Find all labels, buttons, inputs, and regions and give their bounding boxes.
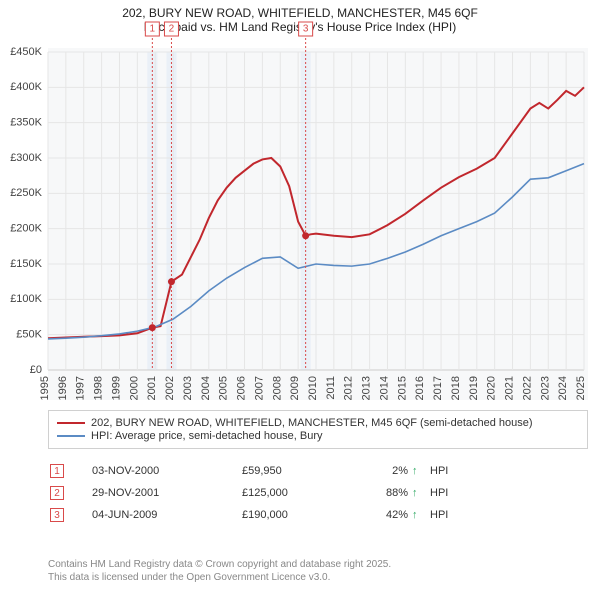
- sale-price: £125,000: [242, 487, 352, 499]
- svg-text:2014: 2014: [378, 376, 390, 400]
- svg-text:2016: 2016: [414, 376, 426, 400]
- svg-text:2003: 2003: [182, 376, 194, 400]
- svg-text:2021: 2021: [504, 376, 516, 400]
- svg-text:£0: £0: [30, 364, 42, 376]
- svg-text:2000: 2000: [128, 376, 140, 400]
- svg-text:2023: 2023: [539, 376, 551, 400]
- svg-text:£200K: £200K: [10, 223, 42, 235]
- svg-text:2004: 2004: [200, 376, 212, 400]
- svg-text:1997: 1997: [75, 376, 87, 400]
- svg-text:£150K: £150K: [10, 258, 42, 270]
- sale-date: 04-JUN-2009: [92, 509, 242, 521]
- svg-text:2015: 2015: [396, 376, 408, 400]
- svg-text:2001: 2001: [146, 376, 158, 400]
- svg-text:£300K: £300K: [10, 152, 42, 164]
- svg-text:1999: 1999: [110, 376, 122, 400]
- sale-suffix: HPI: [430, 465, 588, 477]
- y-axis-labels: £0 £50K £100K £150K £200K £250K £300K £350K £400…: [10, 46, 42, 376]
- legend-swatch: [57, 422, 85, 424]
- svg-text:2: 2: [169, 24, 175, 35]
- svg-text:2012: 2012: [343, 376, 355, 400]
- svg-text:3: 3: [303, 24, 309, 35]
- svg-text:2010: 2010: [307, 376, 319, 400]
- sale-suffix: HPI: [430, 509, 588, 521]
- plot-background: [48, 48, 588, 400]
- legend-label: 202, BURY NEW ROAD, WHITEFIELD, MANCHEST…: [91, 417, 533, 429]
- sale-suffix: HPI: [430, 487, 588, 499]
- sale-marker-box: 2: [50, 486, 64, 500]
- legend-item: HPI: Average price, semi-detached house,…: [57, 430, 579, 442]
- svg-text:2007: 2007: [253, 376, 265, 400]
- footer: Contains HM Land Registry data © Crown c…: [48, 559, 588, 584]
- svg-text:2020: 2020: [486, 376, 498, 400]
- footer-line1: Contains HM Land Registry data © Crown c…: [48, 559, 588, 572]
- legend-label: HPI: Average price, semi-detached house,…: [91, 430, 323, 442]
- svg-text:1: 1: [150, 24, 156, 35]
- chart-container: 202, BURY NEW ROAD, WHITEFIELD, MANCHEST…: [0, 0, 600, 590]
- svg-text:2022: 2022: [521, 376, 533, 400]
- svg-text:2019: 2019: [468, 376, 480, 400]
- sales-table: 1 03-NOV-2000 £59,950 2% ↑ HPI 2 29-NOV-…: [48, 460, 588, 526]
- svg-text:£400K: £400K: [10, 81, 42, 93]
- svg-text:£450K: £450K: [10, 46, 42, 58]
- sale-price: £190,000: [242, 509, 352, 521]
- arrow-up-icon: ↑: [412, 487, 430, 499]
- x-axis-labels: 1995 1996 1997 1998 1999 2000 2001 2002 2003 2004…: [39, 376, 587, 400]
- sale-price: £59,950: [242, 465, 352, 477]
- sale-marker-box: 1: [50, 464, 64, 478]
- sale-pct: 88%: [352, 487, 412, 499]
- sale-row: 2 29-NOV-2001 £125,000 88% ↑ HPI: [48, 482, 588, 504]
- title-line1: 202, BURY NEW ROAD, WHITEFIELD, MANCHEST…: [10, 6, 590, 20]
- svg-text:2008: 2008: [271, 376, 283, 400]
- svg-text:1996: 1996: [57, 376, 69, 400]
- svg-text:£100K: £100K: [10, 293, 42, 305]
- svg-text:2005: 2005: [218, 376, 230, 400]
- svg-text:1995: 1995: [39, 376, 51, 400]
- svg-text:2017: 2017: [432, 376, 444, 400]
- svg-text:2011: 2011: [325, 376, 337, 400]
- sale-date: 29-NOV-2001: [92, 487, 242, 499]
- svg-text:1998: 1998: [93, 376, 105, 400]
- svg-text:£50K: £50K: [16, 329, 42, 341]
- sale-pct: 42%: [352, 509, 412, 521]
- svg-text:2025: 2025: [575, 376, 587, 400]
- svg-text:2013: 2013: [361, 376, 373, 400]
- legend-swatch: [57, 435, 85, 437]
- arrow-up-icon: ↑: [412, 465, 430, 477]
- chart-svg: 123 £0£50K£100K£150K£200K£250K£300K£350K…: [48, 48, 588, 400]
- svg-text:2006: 2006: [236, 376, 248, 400]
- svg-text:2002: 2002: [164, 376, 176, 400]
- svg-text:2018: 2018: [450, 376, 462, 400]
- sale-date: 03-NOV-2000: [92, 465, 242, 477]
- legend: 202, BURY NEW ROAD, WHITEFIELD, MANCHEST…: [48, 410, 588, 449]
- sale-marker-box: 3: [50, 508, 64, 522]
- arrow-up-icon: ↑: [412, 509, 430, 521]
- footer-line2: This data is licensed under the Open Gov…: [48, 572, 588, 585]
- svg-text:2009: 2009: [289, 376, 301, 400]
- legend-item: 202, BURY NEW ROAD, WHITEFIELD, MANCHEST…: [57, 417, 579, 429]
- sale-row: 1 03-NOV-2000 £59,950 2% ↑ HPI: [48, 460, 588, 482]
- svg-text:2024: 2024: [557, 376, 569, 400]
- svg-text:£350K: £350K: [10, 117, 42, 129]
- svg-text:£250K: £250K: [10, 187, 42, 199]
- sale-pct: 2%: [352, 465, 412, 477]
- sale-row: 3 04-JUN-2009 £190,000 42% ↑ HPI: [48, 504, 588, 526]
